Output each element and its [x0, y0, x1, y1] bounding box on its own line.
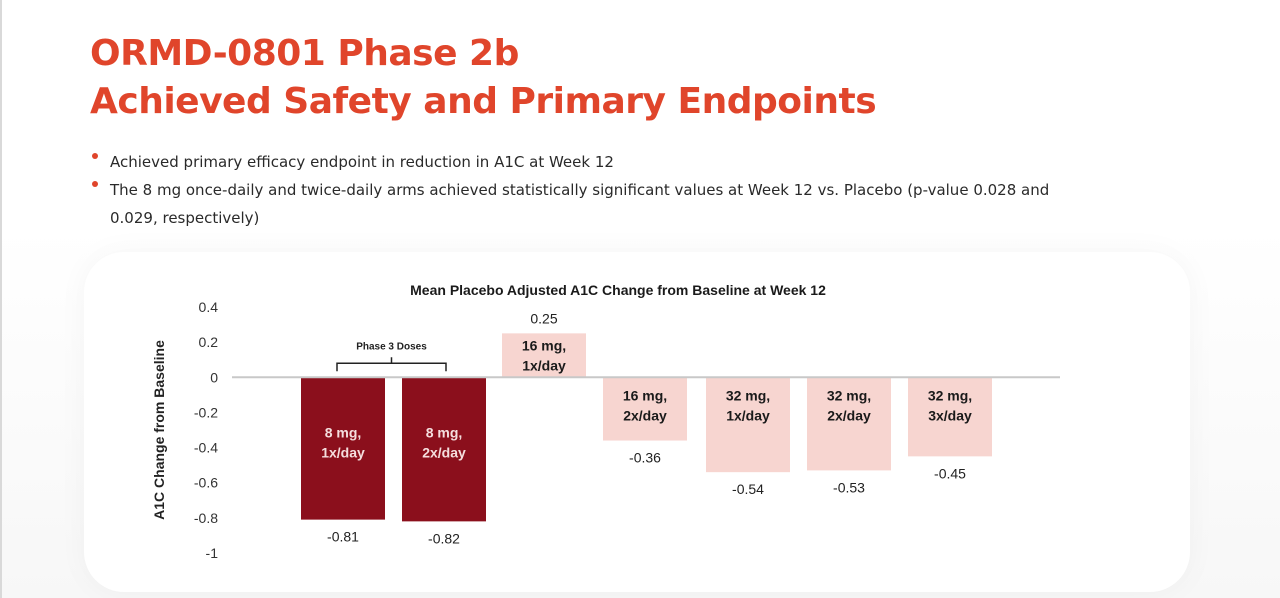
bar [301, 377, 385, 520]
left-border [0, 0, 2, 598]
phase3-bracket [336, 357, 447, 372]
bar-category-label: 1x/day [522, 357, 566, 373]
bar [603, 377, 687, 441]
bullet-dot-icon [92, 181, 98, 187]
bar [807, 377, 891, 471]
bar-category-label: 1x/day [726, 407, 770, 423]
bar-value-label: -0.53 [833, 479, 865, 495]
y-tick-label: 0.2 [199, 334, 219, 350]
bar-value-label: -0.54 [732, 481, 764, 497]
y-tick-label: -0.6 [194, 475, 218, 491]
bar-category-label: 2x/day [422, 444, 466, 460]
bar [706, 377, 790, 473]
bar-category-label: 2x/day [623, 407, 667, 423]
bullet-item: The 8 mg once-daily and twice-daily arms… [92, 176, 1052, 232]
bar-value-label: -0.82 [428, 530, 460, 546]
bar-value-label: 0.25 [530, 310, 557, 326]
y-tick-label: -0.2 [194, 404, 218, 420]
bar-category-label: 32 mg, [827, 387, 871, 403]
bar [402, 377, 486, 522]
bar [908, 377, 992, 457]
bar-value-label: -0.36 [629, 450, 661, 466]
bar-category-label: 16 mg, [522, 337, 566, 353]
bar-category-label: 1x/day [321, 444, 365, 460]
slide-title: ORMD-0801 Phase 2b Achieved Safety and P… [90, 30, 877, 126]
y-tick-label: -1 [206, 545, 219, 561]
bullet-text: The 8 mg once-daily and twice-daily arms… [110, 181, 1050, 227]
bar-category-label: 16 mg, [623, 387, 667, 403]
bar-value-label: -0.81 [327, 529, 359, 545]
phase3-annotation: Phase 3 Doses [356, 341, 427, 352]
bar-category-label: 2x/day [827, 407, 871, 423]
bullet-text: Achieved primary efficacy endpoint in re… [110, 153, 614, 171]
bar-category-label: 8 mg, [325, 424, 362, 440]
chart-title: Mean Placebo Adjusted A1C Change from Ba… [410, 282, 826, 298]
title-line-1: ORMD-0801 Phase 2b [90, 33, 519, 74]
bar-category-label: 3x/day [928, 407, 972, 423]
bar-category-label: 8 mg, [426, 424, 463, 440]
title-line-2: Achieved Safety and Primary Endpoints [90, 81, 877, 122]
bar-category-label: 32 mg, [726, 387, 770, 403]
y-tick-label: 0.4 [199, 299, 219, 315]
y-tick-label: -0.8 [194, 510, 218, 526]
bar [502, 333, 586, 378]
bar-value-label: -0.45 [934, 465, 966, 481]
y-axis-label: A1C Change from Baseline [151, 340, 167, 520]
bullet-list: Achieved primary efficacy endpoint in re… [92, 148, 1052, 232]
bar-category-label: 32 mg, [928, 387, 972, 403]
y-tick-label: 0 [210, 369, 218, 385]
bullet-item: Achieved primary efficacy endpoint in re… [92, 148, 1052, 176]
y-tick-label: -0.4 [194, 440, 218, 456]
bullet-dot-icon [92, 153, 98, 159]
